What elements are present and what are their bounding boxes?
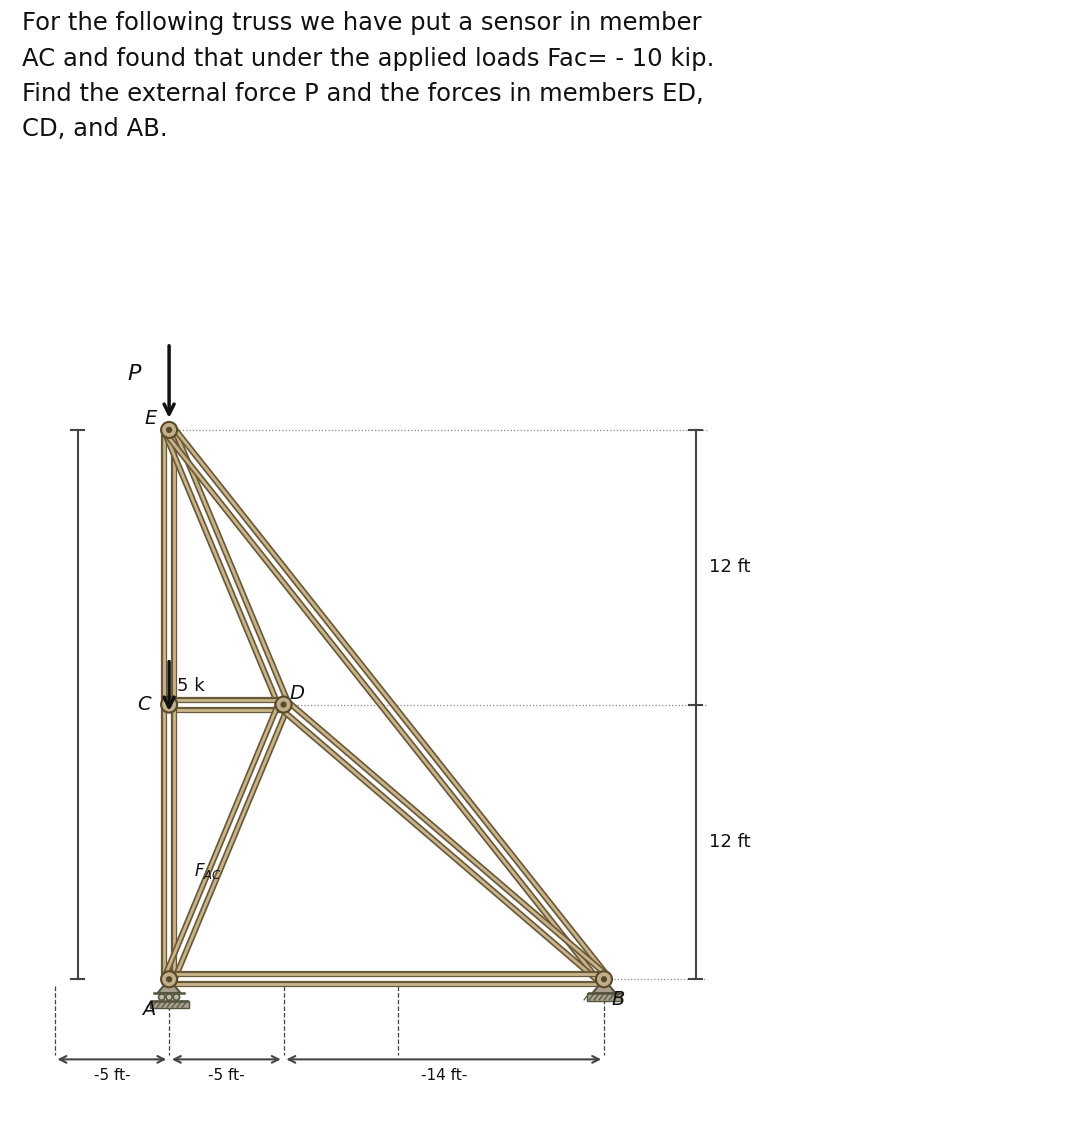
Circle shape [281,703,286,707]
Text: C: C [137,695,151,714]
Text: B: B [611,990,624,1010]
Circle shape [161,971,177,987]
Circle shape [173,994,179,1001]
Circle shape [166,703,172,707]
Text: For the following truss we have put a sensor in member
AC and found that under t: For the following truss we have put a se… [22,11,714,141]
Circle shape [166,994,173,1001]
Text: -5 ft-: -5 ft- [208,1068,245,1083]
Text: P: P [127,363,141,384]
Text: -14 ft-: -14 ft- [420,1068,467,1083]
Circle shape [161,422,177,438]
Circle shape [161,697,177,713]
Text: 12 ft: 12 ft [710,832,751,851]
Polygon shape [158,979,180,993]
Circle shape [159,994,165,1001]
Circle shape [275,697,292,713]
Circle shape [166,977,172,981]
Bar [586,994,621,1001]
Circle shape [602,977,606,981]
Text: $F_{AC}$: $F_{AC}$ [194,862,221,881]
Circle shape [596,971,612,987]
Text: E: E [145,409,157,428]
Text: -5 ft-: -5 ft- [94,1068,131,1083]
Text: D: D [289,684,305,703]
Text: A: A [141,999,156,1019]
Polygon shape [593,979,616,993]
Text: 5 k: 5 k [177,677,205,695]
Text: 12 ft: 12 ft [710,558,751,576]
Bar [150,1001,189,1008]
Circle shape [166,428,172,432]
